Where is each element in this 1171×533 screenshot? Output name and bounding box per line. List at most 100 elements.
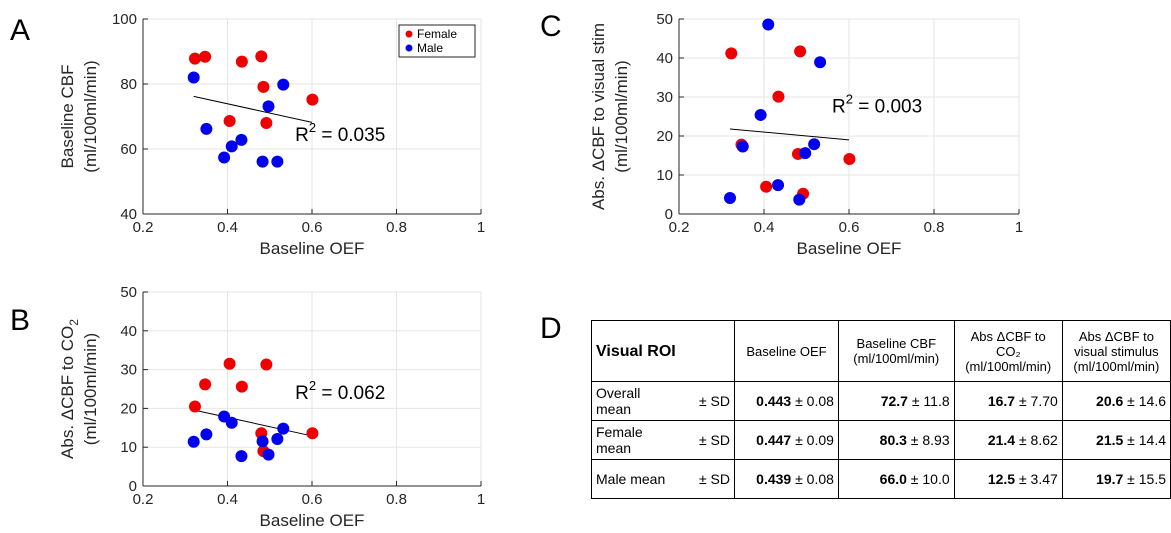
data-point-male xyxy=(762,18,775,31)
cell-sd: ± 14.4 xyxy=(1123,432,1166,448)
cell-overall-cbf: 72.7 ± 11.8 xyxy=(837,381,955,421)
table-row: Male mean ± SD 0.439 ± 0.08 66.0 ± 10.0 1… xyxy=(591,459,1171,499)
r-squared-value: = 0.062 xyxy=(316,383,385,404)
x-axis-label: Baseline OEF xyxy=(260,511,365,530)
data-point-male xyxy=(277,422,290,435)
y-tick-label: 10 xyxy=(656,167,673,184)
r-squared-superscript: 2 xyxy=(846,92,853,107)
cell-sd: ± 0.09 xyxy=(791,432,834,448)
table-header-roi: Visual ROI xyxy=(591,320,735,382)
table-header-row: Visual ROI Baseline OEF Baseline CBF (ml… xyxy=(591,320,1171,382)
y-tick-label: 30 xyxy=(120,362,137,379)
y-tick-label: 20 xyxy=(656,128,673,145)
table-row: Female mean ± SD 0.447 ± 0.09 80.3 ± 8.93 … xyxy=(591,420,1171,460)
data-point-male xyxy=(814,56,827,69)
x-tick-label: 0.2 xyxy=(669,219,690,236)
scatter-chart-a: 0.2 0.4 0.6 0.8 1 40 60 80 100 Baseline OEF Baseli… xyxy=(58,11,485,258)
cell-sd: ± 8.93 xyxy=(906,432,950,448)
r-squared-value: = 0.035 xyxy=(316,125,385,146)
cell-mean: 12.5 xyxy=(987,471,1016,487)
r-squared-letter: R xyxy=(832,97,846,118)
data-point-female xyxy=(794,45,807,58)
row-label-line: mean xyxy=(596,401,632,417)
panel-letter-d: D xyxy=(540,312,562,345)
cell-sd: ± 7.70 xyxy=(1015,393,1058,409)
data-point-male xyxy=(225,416,238,429)
y-axis-label-subscript: 2 xyxy=(67,319,81,326)
cell-male-co2: 12.5 ± 3.47 xyxy=(953,459,1063,499)
cell-sd: ± 0.08 xyxy=(791,393,834,409)
regression-line xyxy=(193,95,313,123)
cell-mean: 0.443 xyxy=(756,393,792,409)
data-point-female xyxy=(260,117,273,129)
table-header-oef: Baseline OEF xyxy=(734,320,839,382)
data-point-female xyxy=(260,358,273,371)
cell-sd: ± 14.6 xyxy=(1123,393,1166,409)
x-tick-label: 0.8 xyxy=(386,219,407,236)
y-axis-label: Abs. ΔCBF to visual stim xyxy=(589,23,608,210)
x-axis-label: Baseline OEF xyxy=(797,239,902,258)
x-tick-label: 0.8 xyxy=(924,219,945,236)
data-point-male xyxy=(187,71,200,84)
cell-male-cbf: 66.0 ± 10.0 xyxy=(837,459,955,499)
x-tick-label: 1 xyxy=(477,491,485,508)
row-label-line: Overall xyxy=(596,385,641,401)
y-axis-label-units: (ml/100ml/min) xyxy=(612,60,631,172)
x-tick-label: 0.4 xyxy=(217,219,238,236)
data-point-female xyxy=(188,400,201,413)
y-axis-label: Baseline CBF xyxy=(58,65,77,169)
legend-marker-female xyxy=(405,30,413,38)
data-point-male xyxy=(799,147,812,160)
cell-mean: 21.5 xyxy=(1096,432,1124,448)
cell-mean: 66.0 xyxy=(879,471,907,487)
data-point-female xyxy=(199,378,212,391)
cell-mean: 20.6 xyxy=(1096,393,1124,409)
y-axis-label-units: (ml/100ml/min) xyxy=(81,60,100,172)
data-point-female xyxy=(223,115,236,128)
r-squared-superscript: 2 xyxy=(309,378,316,393)
x-tick-label: 0.6 xyxy=(839,219,860,236)
row-label-line: mean xyxy=(596,440,632,456)
summary-table: Visual ROI Baseline OEF Baseline CBF (ml… xyxy=(591,320,1171,499)
x-tick-label: 0.6 xyxy=(302,491,323,508)
cell-female-visual: 21.5 ± 14.4 xyxy=(1061,420,1171,460)
y-tick-label: 10 xyxy=(120,439,137,456)
x-tick-label: 0.2 xyxy=(133,219,154,236)
cell-sd: ± 8.62 xyxy=(1015,432,1058,448)
data-point-male xyxy=(754,108,767,121)
data-point-male xyxy=(736,140,749,153)
data-point-female xyxy=(760,180,773,193)
cell-female-co2: 21.4 ± 8.62 xyxy=(953,420,1063,460)
cell-overall-visual: 20.6 ± 14.6 xyxy=(1061,381,1171,421)
y-tick-label: 100 xyxy=(112,11,137,28)
r-squared-letter: R xyxy=(295,383,309,404)
row-label-line: Female xyxy=(596,424,643,440)
data-point-male xyxy=(808,138,821,151)
data-point-female xyxy=(725,47,738,60)
data-point-female xyxy=(199,50,212,63)
r-squared-superscript: 2 xyxy=(309,120,316,135)
data-point-female xyxy=(257,80,270,93)
data-point-male xyxy=(187,435,200,448)
legend-label-female: Female xyxy=(417,27,457,41)
data-point-male xyxy=(262,448,275,461)
y-axis-label-units: (ml/100ml/min) xyxy=(81,333,100,445)
row-label-female: Female mean ± SD xyxy=(591,420,735,460)
header-line: (ml/100ml/min) xyxy=(965,358,1052,374)
cell-mean: 19.7 xyxy=(1096,471,1124,487)
x-tick-label: 0.8 xyxy=(386,491,407,508)
cell-mean: 21.4 xyxy=(987,432,1016,448)
r-squared-annotation: R2 = 0.035 xyxy=(295,120,385,146)
cell-sd: ± 15.5 xyxy=(1123,471,1166,487)
data-point-male xyxy=(256,155,269,168)
x-tick-label: 0.2 xyxy=(133,491,154,508)
data-point-male xyxy=(235,450,248,463)
data-point-male xyxy=(277,78,290,91)
row-sd-label: ± SD xyxy=(698,432,730,448)
cell-female-oef: 0.447 ± 0.09 xyxy=(734,420,839,460)
data-point-female xyxy=(306,427,319,440)
data-point-male xyxy=(271,433,284,446)
regression-line xyxy=(193,409,313,437)
row-sd-label: ± SD xyxy=(698,471,730,487)
